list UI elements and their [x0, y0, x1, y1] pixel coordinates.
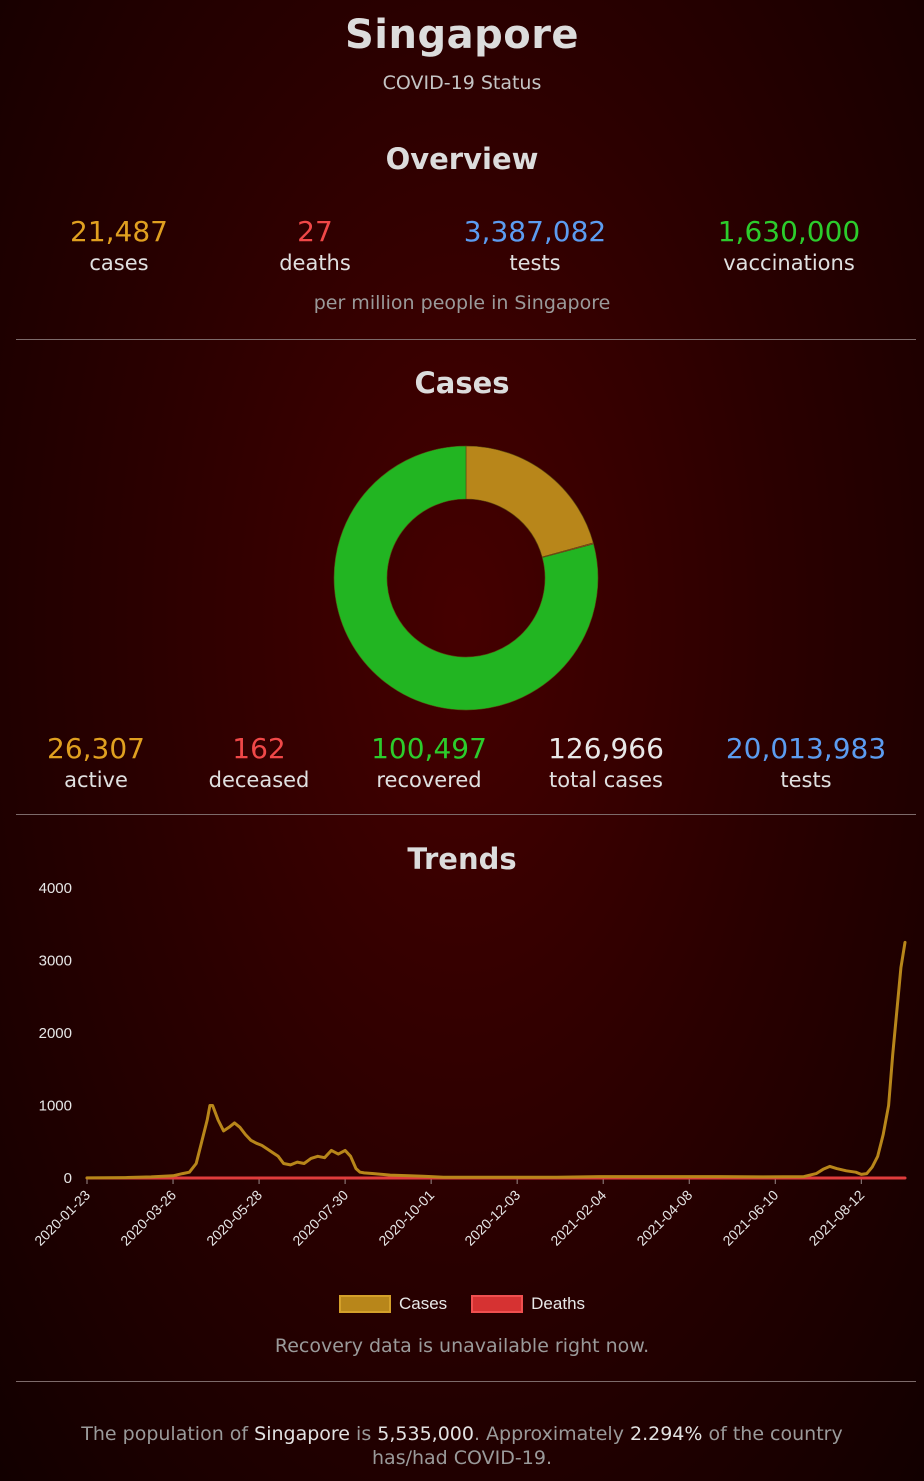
cases-tests-value: 20,013,983: [725, 732, 887, 765]
divider: [16, 339, 916, 340]
x-tick-label: 2020-05-28: [203, 1187, 265, 1249]
y-tick-label: 0: [64, 1170, 72, 1187]
footer-percent: 2.294%: [629, 1423, 703, 1445]
footer-text: . Approximately: [473, 1423, 630, 1445]
y-tick-label: 3000: [39, 953, 72, 970]
cases-stat-tests: 20,013,983 tests: [726, 733, 886, 795]
cases-total-label: total cases: [549, 768, 663, 792]
legend-label-cases: Cases: [398, 1294, 448, 1313]
x-tick-label: 2020-10-01: [375, 1187, 437, 1249]
cases-heading: Cases: [414, 366, 510, 400]
y-tick-label: 1000: [39, 1098, 72, 1115]
cases-stat-recovered: 100,497 recovered: [371, 733, 487, 795]
cases-stat-active: 26,307 active: [47, 733, 145, 795]
doughnut-slice-active[interactable]: [465, 445, 594, 558]
chart-legend: Cases Deaths: [0, 1294, 924, 1314]
y-tick-label: 4000: [39, 880, 72, 897]
page-subtitle: COVID-19 Status: [382, 72, 542, 94]
cases-active-value: 26,307: [47, 732, 145, 765]
legend-item-deaths[interactable]: Deaths: [471, 1294, 585, 1314]
x-tick-label: 2021-08-12: [805, 1187, 867, 1249]
trends-line-chart: 0 1000 2000 3000 4000 2020-01-23 2020-03-26 202…: [31, 880, 907, 1249]
x-tick-label: 2020-12-03: [461, 1187, 523, 1249]
x-tick-label: 2020-01-23: [31, 1187, 93, 1249]
x-tick-label: 2021-02-04: [547, 1187, 609, 1249]
recovery-note: Recovery data is unavailable right now.: [274, 1335, 650, 1357]
cases-deceased-label: deceased: [208, 768, 310, 792]
overview-vaccinations-value: 1,630,000: [717, 215, 861, 248]
series-line-cases[interactable]: [85, 940, 907, 1180]
overview-stat-tests: 3,387,082 tests: [464, 216, 607, 278]
overview-cases-value: 21,487: [70, 215, 168, 248]
legend-label-deaths: Deaths: [531, 1294, 586, 1313]
x-tick-label: 2021-04-08: [633, 1187, 695, 1249]
overview-stat-deaths: 27 deaths: [279, 216, 351, 278]
doughnut-slice-recovered[interactable]: [333, 445, 599, 711]
overview-deaths-value: 27: [297, 215, 333, 248]
divider: [16, 814, 916, 815]
overview-deaths-label: deaths: [279, 251, 351, 275]
footer-country: Singapore: [254, 1423, 350, 1445]
x-tick-label: 2020-03-26: [117, 1187, 179, 1249]
cases-stat-total: 126,966 total cases: [548, 733, 664, 795]
cases-active-label: active: [64, 768, 128, 792]
x-tick-label: 2020-07-30: [289, 1187, 351, 1249]
overview-heading: Overview: [385, 142, 539, 176]
cases-stat-deceased: 162 deceased: [209, 733, 310, 795]
overview-cases-label: cases: [89, 251, 149, 275]
population-footer: The population of Singapore is 5,535,000…: [60, 1422, 864, 1470]
cases-total-value: 126,966: [548, 732, 664, 765]
overview-stat-cases: 21,487 cases: [70, 216, 168, 278]
legend-item-cases[interactable]: Cases: [338, 1294, 448, 1314]
overview-tests-value: 3,387,082: [463, 215, 607, 248]
cases-tests-label: tests: [780, 768, 832, 792]
footer-text: The population of: [81, 1423, 255, 1445]
per-million-note: per million people in Singapore: [313, 292, 611, 314]
legend-swatch-deaths: [471, 1295, 524, 1313]
divider: [16, 1381, 916, 1382]
trends-heading: Trends: [407, 842, 517, 876]
footer-text: is: [350, 1423, 378, 1445]
footer-population: 5,535,000: [377, 1423, 474, 1445]
overview-tests-label: tests: [509, 251, 561, 275]
x-tick-label: 2021-06-10: [719, 1187, 781, 1249]
cases-recovered-label: recovered: [376, 768, 482, 792]
country-title: Singapore: [344, 12, 580, 58]
footer-text: of the country has/had COVID-19.: [372, 1423, 843, 1469]
overview-vaccinations-label: vaccinations: [723, 251, 855, 275]
overview-stat-vaccinations: 1,630,000 vaccinations: [718, 216, 861, 278]
legend-swatch-cases: [338, 1295, 391, 1313]
cases-recovered-value: 100,497: [371, 732, 487, 765]
cases-doughnut-chart: [333, 445, 599, 711]
y-tick-label: 2000: [39, 1025, 72, 1042]
cases-deceased-value: 162: [232, 732, 286, 765]
